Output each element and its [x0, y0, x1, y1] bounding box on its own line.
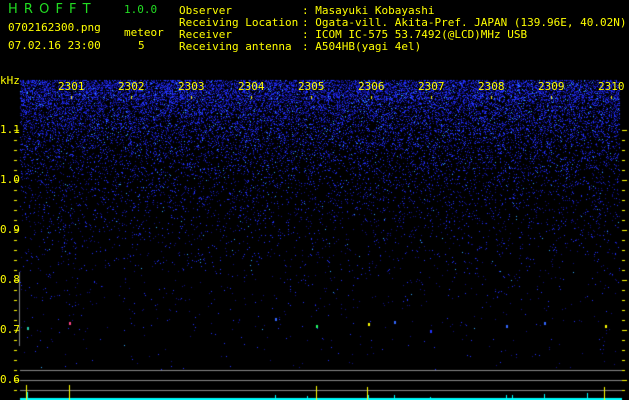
unit-label: kHz [0, 74, 20, 87]
time-tick-label: 2302 [118, 80, 145, 93]
time-tick-label: 2310 [598, 80, 625, 93]
receiver-value: : ICOM IC-575 53.7492(@LCD)MHz USB [302, 28, 528, 41]
meteor-label: meteor [124, 26, 164, 39]
app-version: 1.0.0 [124, 3, 158, 16]
time-tick-label: 2304 [238, 80, 265, 93]
antenna-label: Receiving antenna [179, 40, 292, 53]
meteor-count: 5 [138, 39, 145, 52]
time-tick-label: 2306 [358, 80, 385, 93]
freq-tick-label: 1.0 [0, 173, 20, 186]
observer-label: Observer [179, 4, 232, 17]
time-tick-label: 2303 [178, 80, 205, 93]
receiver-label: Receiver [179, 28, 232, 41]
freq-tick-label: 1.1 [0, 123, 20, 136]
time-tick-label: 2309 [538, 80, 565, 93]
location-value: : Ogata-vill. Akita-Pref. JAPAN (139.96E… [302, 16, 627, 29]
time-tick-label: 2305 [298, 80, 325, 93]
time-tick-label: 2307 [418, 80, 445, 93]
freq-tick-label: 0.6 [0, 373, 20, 386]
freq-tick-label: 0.7 [0, 323, 20, 336]
observer-value: : Masayuki Kobayashi [302, 4, 435, 17]
antenna-value: : A504HB(yagi 4el) [302, 40, 422, 53]
freq-tick-label: 0.8 [0, 273, 20, 286]
file-name: 0702162300.png [8, 21, 101, 34]
file-datetime: 07.02.16 23:00 [8, 39, 101, 52]
location-label: Receiving Location [179, 16, 299, 29]
app-logo: H R O F F T [8, 2, 92, 17]
time-tick-label: 2301 [58, 80, 85, 93]
time-tick-label: 2308 [478, 80, 505, 93]
freq-tick-label: 0.9 [0, 223, 20, 236]
